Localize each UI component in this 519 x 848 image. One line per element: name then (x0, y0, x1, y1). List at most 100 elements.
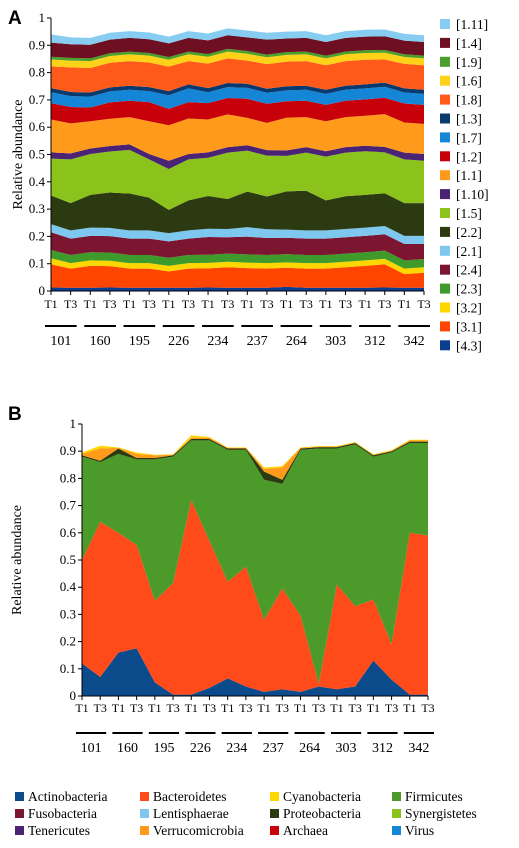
x-tick-label: T1 (185, 701, 198, 715)
x-tick-label: T1 (201, 297, 214, 311)
group-label: 312 (364, 334, 385, 349)
x-tick-label: T3 (339, 297, 352, 311)
x-tick-label: T3 (300, 297, 313, 311)
legend-swatch-6 (15, 809, 24, 818)
panel-a-label: A (8, 8, 22, 29)
x-tick-label: T1 (403, 701, 416, 715)
x-tick-label: T1 (358, 297, 371, 311)
legend-swatch-11 (440, 132, 450, 143)
legend-label: Firmicutes (405, 789, 463, 804)
y-tick-label: 0.4 (29, 174, 46, 189)
x-tick-label: T3 (421, 701, 434, 715)
y-tick-label: 0.1 (29, 256, 45, 271)
area-series-16 (51, 35, 424, 59)
x-tick-label: T1 (257, 701, 270, 715)
x-tick-label: T1 (280, 297, 293, 311)
group-label: 101 (50, 334, 71, 349)
area-series-4 (51, 232, 424, 261)
area-series-1 (82, 500, 428, 695)
legend-label: [1.5] (456, 206, 482, 221)
legend-swatch-9 (440, 170, 450, 181)
legend-label: Proteobacteria (283, 806, 361, 821)
legend-swatch-15 (440, 56, 450, 67)
y-tick-label: 0.2 (60, 634, 76, 649)
legend-swatch-12 (440, 113, 450, 124)
legend-label: [4.3] (456, 338, 482, 353)
legend-swatch-2 (440, 302, 450, 313)
x-tick-label: T3 (221, 297, 234, 311)
x-tick-label: T3 (312, 701, 325, 715)
x-tick-label: T1 (330, 701, 343, 715)
legend-label: [1.11] (456, 17, 488, 32)
y-tick-label: 0.7 (29, 92, 46, 107)
y-tick-label: 0 (39, 283, 46, 298)
y-tick-label: 0.9 (60, 443, 76, 458)
x-tick-label: T3 (203, 701, 216, 715)
group-label: 264 (299, 741, 320, 756)
y-tick-label: 0.6 (29, 119, 46, 134)
legend-label: Archaea (283, 823, 328, 838)
x-tick-label: T1 (44, 297, 57, 311)
legend-swatch-4 (140, 826, 149, 835)
x-tick-label: T3 (94, 701, 107, 715)
area-series-0 (51, 286, 424, 291)
area-series-4 (82, 437, 428, 480)
group-label: 195 (153, 741, 174, 756)
legend-swatch-2 (392, 792, 401, 801)
x-tick-label: T1 (241, 297, 254, 311)
x-tick-label: T1 (148, 701, 161, 715)
y-axis-label: Relative abundance (10, 505, 25, 615)
y-tick-label: 0 (70, 688, 77, 703)
legend-label: Actinobacteria (28, 789, 107, 804)
y-tick-label: 1 (39, 10, 46, 25)
legend-label: Fusobacteria (28, 806, 97, 821)
area-series-7 (51, 149, 424, 210)
legend-label: [3.1] (456, 319, 482, 334)
legend-swatch-13 (440, 94, 450, 105)
legend-swatch-1 (440, 321, 450, 332)
area-series-17 (51, 28, 424, 45)
group-label: 342 (404, 334, 425, 349)
legend-label: [1.6] (456, 74, 482, 89)
y-tick-label: 0.8 (60, 470, 76, 485)
area-series-8 (51, 144, 424, 169)
legend-swatch-8 (392, 809, 401, 818)
legend-swatch-5 (440, 245, 450, 256)
legend-label: Bacteroidetes (153, 789, 226, 804)
area-series-5 (51, 224, 424, 245)
legend-swatch-9 (15, 826, 24, 835)
y-tick-label: 1 (70, 416, 77, 431)
area-series-1 (51, 264, 424, 288)
y-tick-label: 0.5 (60, 552, 76, 567)
legend-label: Lentisphaerae (153, 806, 229, 821)
x-tick-label: T1 (123, 297, 136, 311)
y-tick-label: 0.8 (29, 65, 45, 80)
x-tick-label: T3 (348, 701, 361, 715)
legend-label: [1.9] (456, 55, 482, 70)
group-label: 101 (81, 741, 102, 756)
legend-swatch-7 (440, 208, 450, 218)
x-tick-label: T1 (319, 297, 332, 311)
legend-label: [2.3] (456, 282, 482, 297)
area-series-10 (51, 97, 424, 126)
y-tick-label: 0.1 (60, 661, 76, 676)
group-label: 264 (286, 334, 307, 349)
legend-swatch-3 (440, 283, 450, 294)
legend-label: [1.3] (456, 112, 482, 127)
legend-swatch-0 (440, 340, 450, 351)
legend-label: Synergistetes (405, 806, 477, 821)
y-tick-label: 0.2 (29, 228, 45, 243)
chart-a: 0 0.1 0.2 0.3 0.4 0.5 0.6 0.7 0.8 0.9 1 T1 T3 T1 T3 T1 T… (11, 10, 489, 353)
legend-swatch-17 (440, 19, 450, 29)
legend-label: [1.4] (456, 36, 482, 51)
legend-swatch-1 (140, 792, 149, 801)
x-tick-label: T1 (162, 297, 175, 311)
x-tick-label: T3 (378, 297, 391, 311)
x-tick-label: T3 (385, 701, 398, 715)
x-tick-label: T1 (398, 297, 411, 311)
y-axis-label: Relative abundance (11, 99, 26, 209)
legend-swatch-5 (270, 792, 279, 801)
panel-b-label: B (8, 404, 22, 425)
legend-label: [1.1] (456, 168, 482, 183)
y-tick-label: 0.6 (60, 525, 77, 540)
